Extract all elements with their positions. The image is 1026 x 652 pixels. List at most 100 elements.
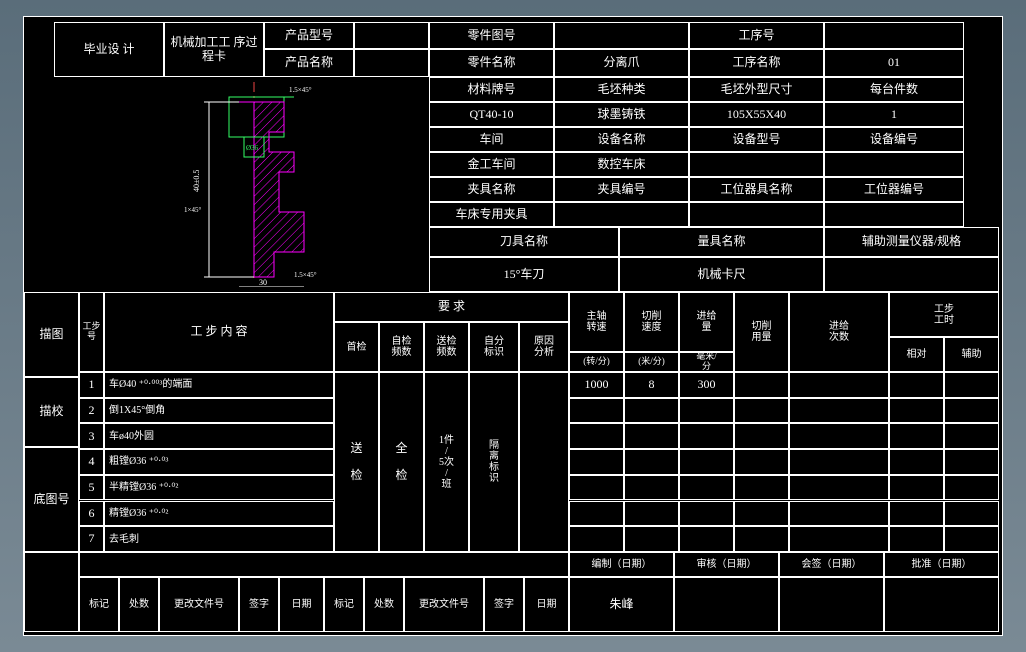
step-cell	[569, 526, 624, 552]
step-cell	[624, 398, 679, 424]
cause-merged	[519, 372, 569, 552]
req-header: 要 求	[334, 292, 569, 322]
step-cell	[624, 449, 679, 475]
part-name: 分离爪	[554, 49, 689, 77]
step-cell	[889, 423, 944, 449]
step-cell	[889, 449, 944, 475]
ditu-label: 底图号	[24, 447, 79, 552]
blank-type-label: 毛坯种类	[554, 77, 689, 102]
per-unit: 1	[824, 102, 964, 127]
step-cell: 1	[79, 372, 104, 398]
left-blank	[24, 552, 79, 632]
step-cell: 倒1X45°倒角	[104, 398, 334, 424]
mark2: 标记	[324, 577, 364, 632]
step-cell	[734, 501, 789, 527]
workshop-label: 车间	[429, 127, 554, 152]
step-cell	[889, 372, 944, 398]
step-cell: 6	[79, 501, 104, 527]
band-merged: 1件 / 5次 / 班	[424, 372, 469, 552]
blank-type: 球墨铸铁	[554, 102, 689, 127]
product-name-label: 产品名称	[264, 49, 354, 77]
feed-count-header: 进给 次数	[789, 292, 889, 372]
product-model-label: 产品型号	[264, 22, 354, 49]
miaotu-label: 描图	[24, 292, 79, 377]
step-cell	[679, 398, 734, 424]
product-model	[354, 22, 429, 49]
step-cell	[624, 423, 679, 449]
aux2-header: 辅助	[944, 337, 999, 372]
spindle-unit: (转/分)	[569, 352, 624, 372]
tool-name: 15°车刀	[429, 257, 619, 292]
step-cell	[624, 475, 679, 501]
step-cell	[789, 475, 889, 501]
count2: 处数	[364, 577, 404, 632]
step-cell	[679, 475, 734, 501]
step-cell	[944, 526, 999, 552]
per-unit-label: 每台件数	[824, 77, 964, 102]
step-cell	[944, 423, 999, 449]
change2: 更改文件号	[404, 577, 484, 632]
part-drawing	[554, 22, 689, 49]
svg-text:1.5×45°: 1.5×45°	[289, 86, 312, 94]
svg-text:Ø36: Ø36	[246, 144, 259, 152]
rel-header: 相对	[889, 337, 944, 372]
fixture-no-label: 夹具编号	[554, 177, 689, 202]
proc-no-label: 工序号	[689, 22, 824, 49]
send-merged: 送 检	[334, 372, 379, 552]
step-cell	[944, 398, 999, 424]
step-cell	[734, 398, 789, 424]
part-drawing-icon: 40±0.5 30 1.5×45° 1.5×45° 1×45° Ø36	[144, 77, 364, 287]
cut-depth-header: 切削 用量	[734, 292, 789, 372]
date1: 日期	[279, 577, 324, 632]
step-cell: 2	[79, 398, 104, 424]
step-cell	[569, 449, 624, 475]
step-cell	[569, 475, 624, 501]
equip-model-label: 设备型号	[689, 127, 824, 152]
step-cell: 去毛刺	[104, 526, 334, 552]
card-type: 机械加工工 序过程卡	[164, 22, 264, 77]
tool-name-label: 刀具名称	[429, 227, 619, 257]
product-name	[354, 49, 429, 77]
step-cell	[944, 372, 999, 398]
svg-text:1×45°: 1×45°	[184, 206, 201, 214]
fixture: 车床专用夹具	[429, 202, 554, 227]
self-freq-header: 自检 频数	[379, 322, 424, 372]
blank-dim-label: 毛坯外型尺寸	[689, 77, 824, 102]
spindle-header: 主轴 转速	[569, 292, 624, 352]
step-cell: 5	[79, 475, 104, 501]
equip-name: 数控车床	[554, 152, 689, 177]
cause-header: 原因 分析	[519, 322, 569, 372]
prep-label: 编制（日期）	[569, 552, 674, 577]
step-cell	[679, 526, 734, 552]
self-mark-header: 自分 标识	[469, 322, 519, 372]
step-cell	[734, 526, 789, 552]
station-no-label: 工位器编号	[824, 177, 964, 202]
svg-text:30: 30	[259, 278, 267, 287]
step-cell	[789, 398, 889, 424]
iso-merged: 隔 离 标 识	[469, 372, 519, 552]
step-cell: 300	[679, 372, 734, 398]
part-drawing-label: 零件图号	[429, 22, 554, 49]
fixture-no	[554, 202, 689, 227]
step-cell: 1000	[569, 372, 624, 398]
step-cell	[569, 423, 624, 449]
material: QT40-10	[429, 102, 554, 127]
step-cell	[679, 449, 734, 475]
cosign-val	[779, 577, 884, 632]
station-tool-label: 工位器具名称	[689, 177, 824, 202]
aux-label: 辅助测量仪器/规格	[824, 227, 999, 257]
step-cell: 粗镗Ø36 ⁺⁰·⁰³	[104, 449, 334, 475]
svg-text:40±0.5: 40±0.5	[192, 170, 201, 192]
workshop: 金工车间	[429, 152, 554, 177]
step-cell	[624, 501, 679, 527]
feed-header: 进给 量	[679, 292, 734, 352]
approve-val	[884, 577, 999, 632]
process-card: 毕业设 计 机械加工工 序过程卡 产品型号 产品名称 零件图号 工序号 零件名称…	[23, 16, 1003, 636]
step-cell	[789, 423, 889, 449]
svg-text:1.5×45°: 1.5×45°	[294, 271, 317, 279]
step-no-header: 工步号	[79, 292, 104, 372]
mark1: 标记	[79, 577, 119, 632]
review-label: 审核（日期）	[674, 552, 779, 577]
step-cell	[889, 526, 944, 552]
sign1: 签字	[239, 577, 279, 632]
